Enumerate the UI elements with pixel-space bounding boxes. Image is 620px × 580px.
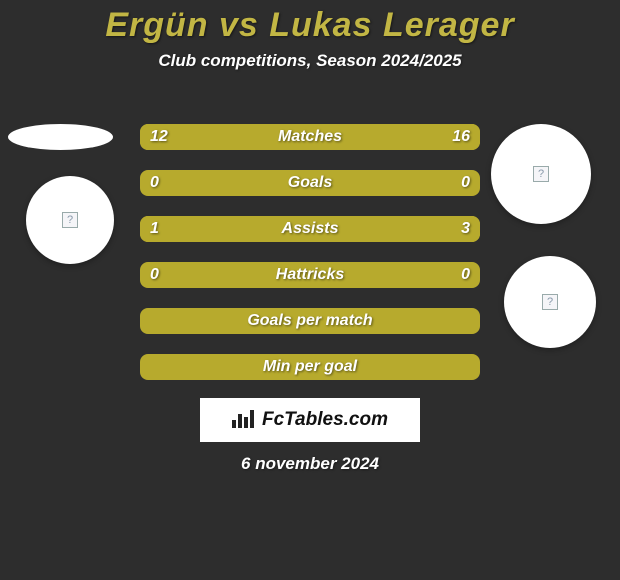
comparison-bars: Matches1216Goals00Assists13Hattricks00Go… [140, 124, 480, 400]
stat-row-min-per-goal: Min per goal [140, 354, 480, 380]
comparison-title: Ergün vs Lukas Lerager [0, 0, 620, 45]
stat-label: Goals per match [247, 312, 372, 330]
stat-value-left: 1 [150, 220, 159, 238]
stat-value-right: 0 [461, 174, 470, 192]
brand-chart-icon [232, 408, 256, 433]
stat-row-assists: Assists 1 3 [140, 216, 480, 242]
snapshot-date: 6 november 2024 [0, 454, 620, 474]
stat-label: Goals [288, 174, 332, 192]
stat-row-goals-per-match: Goals per match [140, 308, 480, 334]
stat-row-hattricks: Hattricks 0 0 [140, 262, 480, 288]
stat-row-goals: Goals 0 0 [140, 170, 480, 196]
stat-label: Matches [278, 128, 342, 146]
stat-row-matches: Matches 12 16 [140, 124, 480, 150]
stat-value-left: 0 [150, 174, 159, 192]
stat-value-right: 3 [461, 220, 470, 238]
avatar-ellipse [8, 124, 113, 150]
stat-label: Hattricks [276, 266, 344, 284]
stat-label: Assists [282, 220, 339, 238]
image-placeholder-icon: ? [533, 166, 549, 182]
avatar-circle: ? [491, 124, 591, 224]
brand-text: FcTables.com [262, 409, 388, 431]
avatar-circle: ? [26, 176, 114, 264]
stat-label: Min per goal [263, 358, 357, 376]
stat-value-left: 0 [150, 266, 159, 284]
image-placeholder-icon: ? [62, 212, 78, 228]
brand-box: FcTables.com [200, 398, 420, 442]
image-placeholder-icon: ? [542, 294, 558, 310]
stat-value-right: 0 [461, 266, 470, 284]
avatar-circle: ? [504, 256, 596, 348]
stat-value-left: 12 [150, 128, 168, 146]
comparison-subtitle: Club competitions, Season 2024/2025 [0, 51, 620, 71]
stat-value-right: 16 [452, 128, 470, 146]
